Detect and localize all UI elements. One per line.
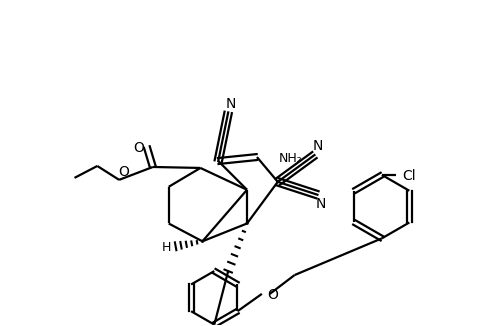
Text: O: O bbox=[267, 288, 278, 302]
Text: N: N bbox=[226, 96, 236, 111]
Text: H: H bbox=[162, 241, 172, 254]
Text: NH₂: NH₂ bbox=[279, 152, 302, 165]
Text: N: N bbox=[312, 139, 322, 153]
Text: O: O bbox=[134, 141, 144, 155]
Text: O: O bbox=[118, 165, 130, 179]
Text: Cl: Cl bbox=[402, 169, 415, 183]
Text: N: N bbox=[315, 197, 326, 211]
